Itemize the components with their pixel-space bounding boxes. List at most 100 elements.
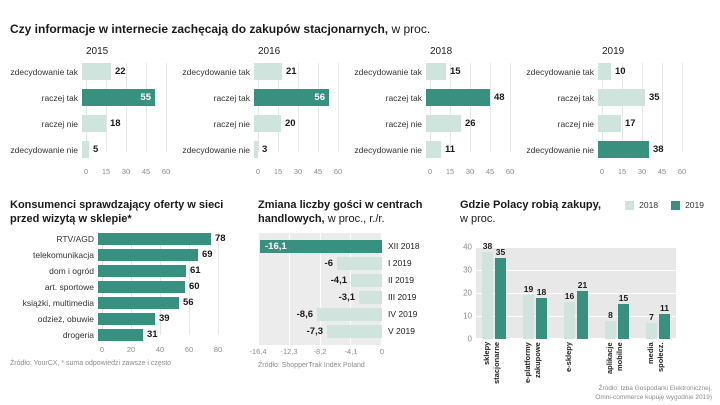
chart-year-label: 2016: [258, 46, 281, 57]
bm-source: Źródło: ShopperTrak Index Poland: [258, 362, 365, 369]
bar-row: zdecydowanie tak 22: [10, 63, 168, 80]
chart-year-label: 2018: [430, 46, 453, 57]
bar-value: 15: [618, 293, 629, 303]
bar-track: 39: [98, 313, 242, 325]
axis-tick: 60: [505, 167, 515, 176]
bar-value: 69: [202, 249, 213, 260]
bar-value: 8: [608, 310, 613, 320]
bottom-section: Konsumenci sprawdzający oferty w sieci p…: [10, 199, 712, 403]
category-label: art. sportowe: [44, 282, 94, 292]
axis-tick: 0: [427, 167, 433, 176]
bar-2018: 16: [564, 291, 575, 339]
bar: [351, 274, 382, 287]
bl-title-line2: przed wizytą w sklepie*: [10, 212, 132, 225]
bar-track: 31: [98, 329, 242, 341]
bar-track: 38: [598, 141, 684, 158]
bar: [82, 63, 111, 80]
bar-track: 5: [82, 141, 168, 158]
category-label: e-platformy zakupowe: [523, 342, 542, 383]
bar-track: 60: [98, 281, 242, 293]
bar-row: dom i ogród 61: [10, 265, 242, 277]
bar: [98, 281, 185, 293]
bar-value: 78: [215, 233, 226, 244]
bar-value: -4,1: [330, 275, 347, 286]
chart-mall-visitors: Zmiana liczby gości w centrach handlowyc…: [249, 199, 444, 403]
row-label: I 2019: [388, 258, 412, 268]
bl-plot: RTV/AGD 78 telekomunikacja 69 dom i ogród 61 a…: [10, 233, 242, 341]
axis-tick: -8,2: [313, 347, 327, 356]
bar-track: 69: [98, 249, 242, 261]
category-label: raczej tak: [557, 92, 594, 103]
bm-plot: -16,1 -6 -4,1 -3,1 -8,6 -7,3: [258, 233, 382, 345]
bar-row: -7,3: [258, 323, 382, 340]
axis-tick: -16,4: [249, 347, 267, 356]
br-source: Źródło: Izba Gospodarki Elektronicznej, …: [460, 385, 712, 403]
bar: [327, 325, 382, 338]
top-section-title: Czy informacje w internecie zachęcają do…: [10, 22, 712, 36]
bar-2019: 35: [495, 247, 506, 339]
axis-tick: 60: [333, 167, 343, 176]
bl-title-line1: Konsumenci sprawdzający oferty w sieci: [10, 199, 224, 211]
br-y-axis: 0 10 20 30 40: [460, 243, 476, 344]
bar-value: 18: [110, 118, 121, 129]
bar-track: 18: [82, 115, 168, 132]
x-axis: 0 15 30 45 60: [256, 167, 342, 177]
bar-row: zdecydowanie nie 5: [10, 141, 168, 158]
bm-x-axis: -16,4 -12,3 -8,2 -4,1 0: [249, 347, 384, 357]
category-label: raczej tak: [213, 92, 250, 103]
bar-2019: 21: [577, 280, 588, 339]
bm-title: Zmiana liczby gości w centrach handlowyc…: [258, 199, 444, 227]
bar-row: -6: [258, 255, 382, 272]
bar-2018: 8: [605, 310, 616, 339]
category-label: e-sklepy: [564, 342, 573, 373]
legend: 2018 2019: [625, 200, 712, 210]
br-chart-area: 0 10 20 30 40 38 35 19 18 16 21 8 15 7 11: [460, 241, 712, 344]
chart-encourage-2018: 2018 zdecydowanie tak 15 raczej tak 48 raczej…: [354, 46, 515, 177]
bar-row: art. sportowe 60: [10, 281, 242, 293]
axis-tick: 30: [465, 167, 475, 176]
bar-value: 18: [536, 287, 547, 297]
category-label: zdecydowanie tak: [354, 66, 422, 77]
axis-tick: 60: [184, 345, 194, 354]
bar-value: 21: [286, 66, 297, 77]
chart-where-poles-shop: Gdzie Polacy robią zakupy, w proc. 2018 …: [460, 199, 712, 403]
bar-value: 15: [450, 66, 461, 77]
bar-value: 35: [649, 92, 660, 103]
axis-tick: 0: [99, 345, 105, 354]
chart-encourage-2019: 2019 zdecydowanie tak 10 raczej tak 35 raczej…: [526, 46, 687, 177]
bar-2019: 11: [659, 303, 670, 339]
axis-tick: 45: [313, 167, 323, 176]
bar-row: drogeria 31: [10, 329, 242, 341]
bar-row: zdecydowanie tak 10: [526, 63, 684, 80]
bar-row: RTV/AGD 78: [10, 233, 242, 245]
bar-track: 17: [598, 115, 684, 132]
chart-encourage-2015: 2015 zdecydowanie tak 22 raczej tak 55 raczej…: [10, 46, 170, 177]
chart-consumers-checking: Konsumenci sprawdzający oferty w sieci p…: [10, 199, 242, 403]
bar-row: zdecydowanie nie 11: [354, 141, 512, 158]
row-label: III 2019: [388, 292, 417, 302]
bar-value: 38: [482, 241, 493, 251]
bar-row: -8,6: [258, 306, 382, 323]
axis-tick: 30: [637, 167, 647, 176]
axis-tick: 60: [677, 167, 687, 176]
bar-track: 35: [598, 89, 684, 106]
bar: [426, 141, 441, 158]
bar-track: 48: [426, 89, 512, 106]
bm-body: -16,1 -6 -4,1 -3,1 -8,6 -7,3 XII 2018 I 2019 II…: [258, 233, 444, 345]
top-charts-row: 2015 zdecydowanie tak 22 raczej tak 55 raczej…: [10, 46, 712, 177]
bar-row: zdecydowanie tak 21: [182, 63, 340, 80]
category-label: zdecydowanie nie: [182, 144, 250, 155]
category-label: aplikacje mobilne: [605, 342, 624, 374]
axis-tick: 10: [463, 311, 472, 321]
axis-tick: 0: [83, 167, 89, 176]
bar-row: -4,1: [258, 272, 382, 289]
top-title-unit: w proc.: [391, 22, 431, 36]
category-label: raczej tak: [385, 92, 422, 103]
axis-tick: -12,3: [280, 347, 298, 356]
category-label: odzież, obuwie: [37, 314, 94, 324]
bar-2019: 15: [618, 293, 629, 339]
bl-x-axis: 0 20 40 60 80: [99, 345, 222, 355]
category-label: raczej tak: [41, 92, 78, 103]
bar-row: telekomunikacja 69: [10, 249, 242, 261]
